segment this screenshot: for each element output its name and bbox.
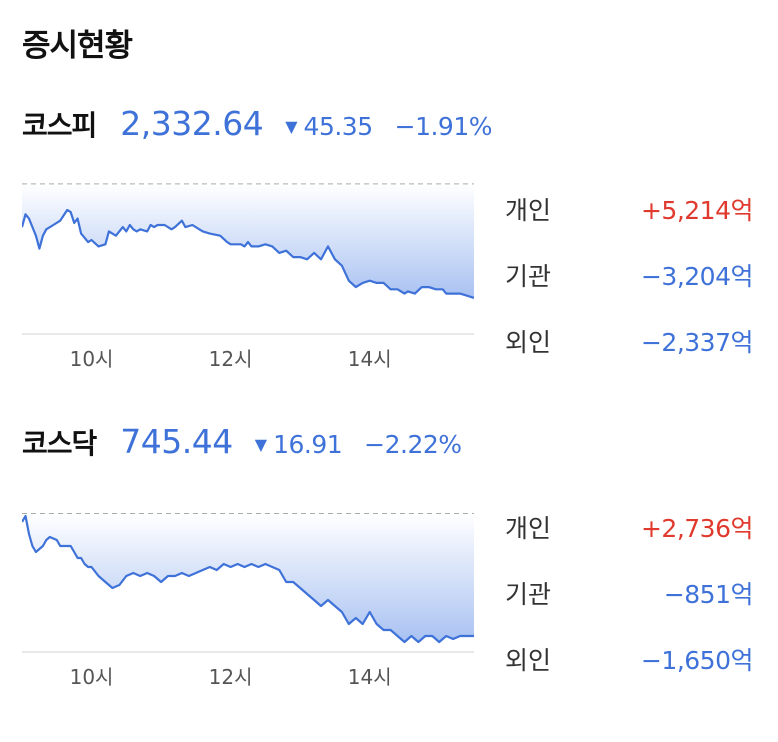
index-value: 2,332.64: [120, 104, 264, 143]
index-header: 코스닥 745.44 ▼ 16.91 −2.22%: [22, 422, 462, 466]
index-name[interactable]: 코스닥: [22, 427, 97, 460]
investor-list: 개인 +2,736억 기관 −851억 외인 −1,650억: [505, 494, 754, 692]
x-tick-label: 10시: [70, 665, 114, 689]
x-tick-label: 14시: [348, 665, 392, 689]
investor-amount: −1,650억: [640, 646, 754, 675]
x-tick-label: 10시: [70, 347, 114, 371]
investor-amount: −3,204억: [640, 262, 754, 291]
down-triangle-icon: ▼: [285, 117, 298, 136]
investor-label: 기관: [505, 262, 552, 291]
investor-amount: +2,736억: [640, 514, 754, 543]
index-block-kosdaq[interactable]: 코스닥 745.44 ▼ 16.91 −2.22% 10시 12시 14시 개인 +…: [0, 422, 778, 742]
index-rate: −1.91%: [394, 112, 493, 141]
index-name[interactable]: 코스피: [22, 109, 97, 142]
series-line: [22, 208, 474, 299]
investor-amount: −851억: [663, 580, 754, 609]
investor-row-institution: 기관 −3,204억: [505, 242, 754, 308]
page-title: 증시현황: [22, 28, 133, 64]
index-change: 45.35: [303, 112, 374, 141]
investor-label: 개인: [505, 514, 552, 543]
investor-amount: +5,214억: [640, 196, 754, 225]
x-tick-label: 14시: [348, 347, 392, 371]
index-header: 코스피 2,332.64 ▼ 45.35 −1.91%: [22, 104, 493, 148]
investor-row-foreign: 외인 −1,650억: [505, 626, 754, 692]
index-value: 745.44: [120, 422, 233, 461]
series-line: [22, 514, 474, 644]
x-tick-label: 12시: [209, 347, 253, 371]
investor-list: 개인 +5,214억 기관 −3,204억 외인 −2,337억: [505, 176, 754, 374]
investor-label: 기관: [505, 580, 552, 609]
x-tick-label: 12시: [209, 665, 253, 689]
kosdaq-intraday-chart[interactable]: 10시 12시 14시: [22, 484, 474, 704]
investor-row-foreign: 외인 −2,337억: [505, 308, 754, 374]
index-rate: −2.22%: [364, 430, 462, 459]
investor-label: 외인: [505, 328, 552, 357]
index-change: 16.91: [273, 430, 343, 459]
investor-label: 개인: [505, 196, 552, 225]
index-block-kospi[interactable]: 코스피 2,332.64 ▼ 45.35 −1.91% 10시 12시 14시 개인…: [0, 104, 778, 424]
investor-label: 외인: [505, 646, 552, 675]
investor-row-individual: 개인 +2,736억: [505, 494, 754, 560]
kospi-intraday-chart[interactable]: 10시 12시 14시: [22, 166, 474, 386]
investor-row-individual: 개인 +5,214억: [505, 176, 754, 242]
down-triangle-icon: ▼: [254, 435, 268, 454]
investor-amount: −2,337억: [640, 328, 754, 357]
area-fill: [22, 513, 474, 642]
investor-row-institution: 기관 −851억: [505, 560, 754, 626]
